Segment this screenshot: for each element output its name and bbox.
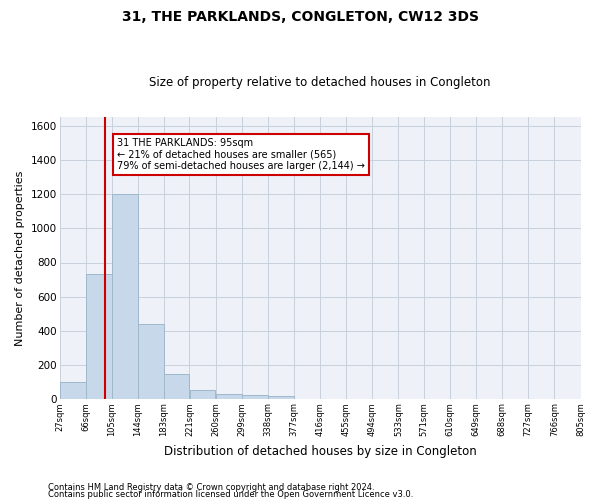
Bar [138,324,164,400]
Bar [60,382,86,400]
Text: Contains public sector information licensed under the Open Government Licence v3: Contains public sector information licen… [48,490,413,499]
Bar [164,374,190,400]
Title: Size of property relative to detached houses in Congleton: Size of property relative to detached ho… [149,76,491,90]
Bar [112,194,138,400]
Bar [242,395,268,400]
Text: Contains HM Land Registry data © Crown copyright and database right 2024.: Contains HM Land Registry data © Crown c… [48,484,374,492]
Text: 31, THE PARKLANDS, CONGLETON, CW12 3DS: 31, THE PARKLANDS, CONGLETON, CW12 3DS [121,10,479,24]
X-axis label: Distribution of detached houses by size in Congleton: Distribution of detached houses by size … [164,444,476,458]
Bar [268,396,294,400]
Bar [190,390,215,400]
Y-axis label: Number of detached properties: Number of detached properties [15,170,25,346]
Bar [216,394,242,400]
Bar [86,274,112,400]
Text: 31 THE PARKLANDS: 95sqm
← 21% of detached houses are smaller (565)
79% of semi-d: 31 THE PARKLANDS: 95sqm ← 21% of detache… [117,138,365,171]
